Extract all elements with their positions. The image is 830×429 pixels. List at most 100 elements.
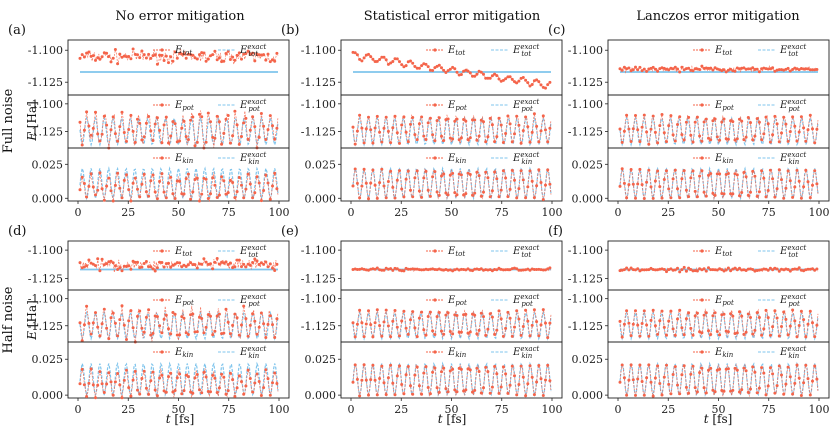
point-f-pot-0 — [618, 319, 622, 323]
point-c-tot-140 — [773, 69, 777, 73]
point-e-tot-106 — [468, 268, 472, 272]
point-a-pot-4 — [82, 128, 86, 132]
point-b-tot-88 — [448, 67, 452, 71]
point-b-pot-108 — [471, 118, 474, 122]
point-a-kin-146 — [240, 183, 243, 187]
point-e-kin-160 — [528, 364, 532, 368]
point-b-pot-60 — [417, 122, 421, 126]
point-f-pot-108 — [738, 310, 741, 314]
point-e-kin-60 — [417, 384, 421, 388]
point-f-tot-70 — [695, 269, 699, 273]
point-a-kin-30 — [111, 199, 115, 203]
point-f-pot-116 — [746, 312, 750, 316]
point-d-tot-144 — [237, 258, 241, 262]
legend-label-exact-e-tot: Eexact tot — [512, 244, 539, 259]
xlabel-col3: t [fs] — [704, 412, 733, 426]
point-e-pot-164 — [532, 308, 536, 312]
point-c-kin-100 — [729, 192, 733, 196]
point-e-pot-100 — [462, 313, 466, 317]
point-b-pot-22 — [375, 114, 379, 118]
point-f-kin-152 — [786, 365, 790, 369]
point-d-tot-114 — [204, 260, 208, 264]
point-f-tot-20 — [640, 268, 644, 272]
point-a-tot-16 — [96, 56, 100, 60]
point-b-kin-106 — [468, 173, 472, 176]
point-e-kin-82 — [442, 366, 446, 370]
point-a-pot-90 — [178, 139, 182, 143]
point-f-pot-156 — [791, 308, 795, 312]
point-b-tot-174 — [544, 86, 547, 90]
ylabel-top-var: E — [25, 132, 39, 142]
column-title-no-mitigation: No error mitigation — [115, 9, 245, 24]
point-a-pot-74 — [160, 141, 164, 145]
point-b-kin-30 — [384, 196, 388, 200]
point-e-tot-26 — [380, 268, 384, 272]
point-b-tot-66 — [424, 62, 428, 66]
point-b-tot-28 — [382, 55, 386, 59]
point-f-kin-82 — [709, 366, 713, 370]
point-d-kin-78 — [164, 390, 168, 394]
point-d-kin-6 — [85, 395, 89, 398]
point-c-tot-122 — [753, 68, 757, 71]
series-noisy-points-e-pot — [351, 308, 552, 340]
point-b-tot-68 — [426, 65, 430, 69]
point-c-pot-156 — [791, 115, 795, 119]
point-d-tot-102 — [191, 263, 195, 267]
point-a-tot-172 — [268, 60, 272, 64]
point-d-pot-162 — [257, 325, 261, 329]
point-b-kin-6 — [358, 196, 362, 200]
point-e-tot-178 — [548, 266, 552, 270]
point-c-tot-124 — [755, 67, 759, 71]
point-a-kin-154 — [248, 182, 252, 186]
point-a-tot-14 — [94, 58, 97, 62]
point-c-pot-140 — [773, 114, 777, 118]
point-a-tot-178 — [275, 51, 279, 55]
point-c-kin-20 — [640, 183, 644, 187]
point-e-kin-162 — [530, 375, 534, 379]
point-f-kin-22 — [642, 393, 646, 397]
ytick-label-e-tot-0: -1.100 — [301, 244, 336, 257]
point-d-tot-172 — [268, 262, 272, 266]
ytick-label-a-tot-0: -1.100 — [28, 44, 63, 57]
point-f-kin-168 — [804, 363, 808, 367]
point-a-tot-126 — [217, 56, 221, 60]
point-d-kin-64 — [149, 379, 153, 383]
point-d-tot-24 — [105, 262, 109, 266]
point-f-tot-24 — [645, 268, 649, 272]
point-b-pot-0 — [351, 125, 355, 129]
point-d-pot-72 — [158, 324, 162, 328]
point-b-tot-118 — [482, 72, 485, 76]
point-d-kin-142 — [235, 386, 239, 390]
point-a-tot-94 — [182, 52, 186, 56]
point-d-tot-134 — [226, 263, 230, 266]
point-a-tot-54 — [138, 56, 142, 60]
point-b-tot-60 — [417, 66, 421, 70]
point-c-kin-144 — [777, 168, 781, 172]
point-f-pot-124 — [755, 311, 759, 315]
point-b-kin-136 — [501, 169, 505, 173]
point-a-tot-170 — [266, 52, 270, 56]
point-a-pot-38 — [120, 110, 124, 114]
point-d-kin-106 — [195, 373, 199, 376]
point-a-kin-122 — [213, 183, 217, 187]
point-e-kin-32 — [386, 376, 390, 380]
legend-label-noisy-d-pot: Epot — [174, 295, 194, 307]
point-f-pot-36 — [658, 319, 662, 323]
legend-label-noisy-d-kin: Ekin — [174, 347, 194, 359]
point-d-tot-56 — [140, 265, 144, 269]
point-d-kin-16 — [96, 383, 100, 387]
point-a-tot-2 — [80, 53, 84, 57]
panel-letter-c: (c) — [548, 23, 565, 38]
point-f-pot-26 — [647, 334, 651, 338]
point-d-tot-108 — [198, 262, 201, 266]
point-c-kin-108 — [738, 194, 741, 198]
point-d-tot-12 — [91, 262, 95, 266]
point-f-tot-60 — [684, 269, 688, 273]
point-c-pot-88 — [715, 135, 719, 139]
point-e-pot-128 — [493, 332, 497, 336]
point-a-kin-164 — [259, 199, 263, 203]
point-a-tot-154 — [248, 52, 252, 56]
point-e-pot-114 — [477, 328, 481, 332]
legend-label-exact-c-kin: Eexact kin — [779, 151, 806, 166]
